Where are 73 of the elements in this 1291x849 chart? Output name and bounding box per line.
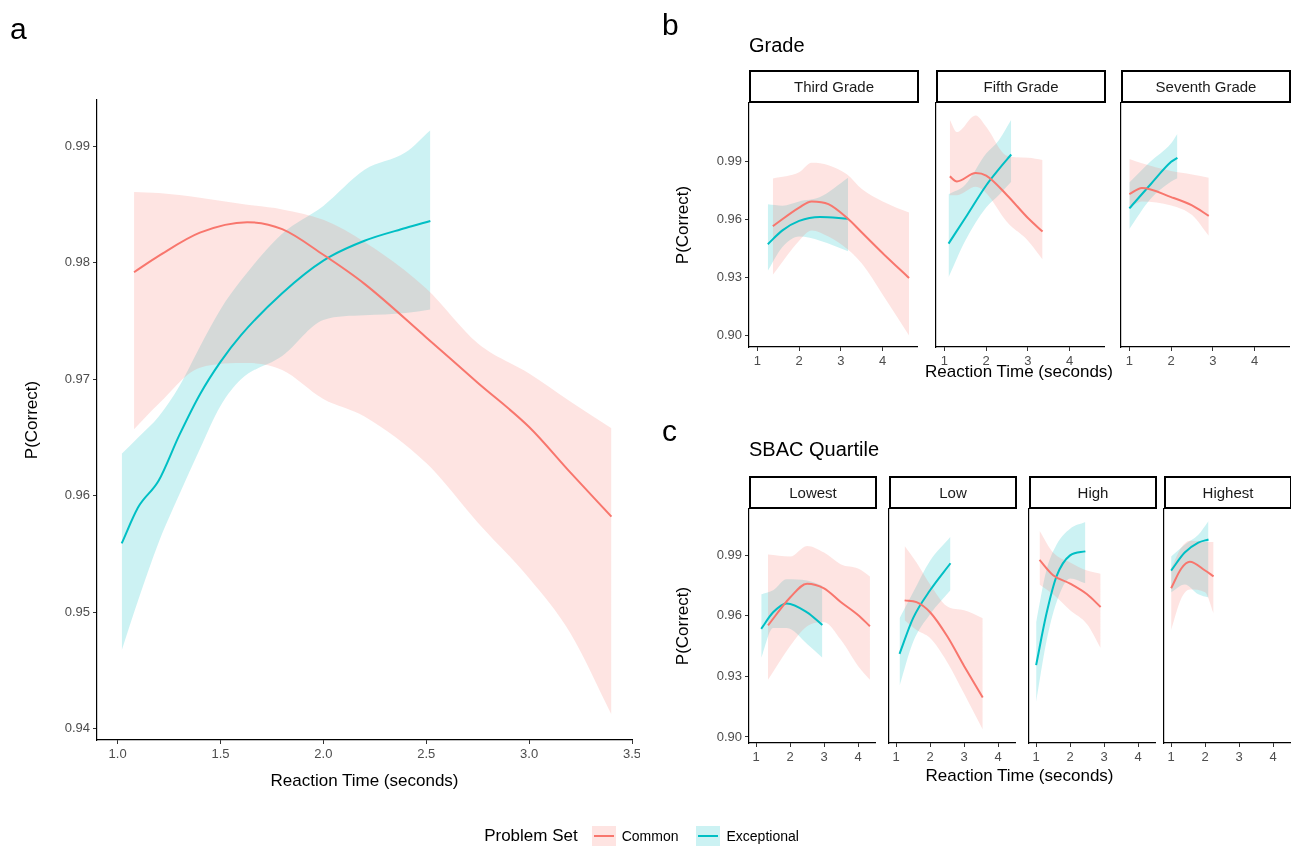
x-tick-label: 2 [926,749,934,765]
y-tick-label: 0.90 [716,728,742,744]
x-tick-label: 2 [786,749,794,765]
line-series [766,216,850,246]
y-axis-title: P(Correct) [21,380,41,460]
line-series [760,602,824,630]
x-tick-label: 2 [1167,353,1175,369]
line-series [120,220,432,545]
x-tick-label: 3 [820,749,828,765]
x-tick-label: 3 [1024,353,1032,369]
line-series [771,200,911,280]
x-tick-label: 2.5 [417,746,436,762]
text: c [662,414,677,448]
chart-title: Third Grade [749,70,919,103]
legend-title: Problem Set [484,826,578,846]
text: Grade [749,34,805,57]
y-tick-label: 0.99 [716,546,742,562]
x-tick-label: 4 [1066,353,1074,369]
y-axis-title: P(Correct) [672,185,692,265]
y-tick-label: 0.98 [64,254,90,270]
y-tick-label: 0.94 [64,719,90,735]
x-tick-label: 1 [892,749,900,765]
y-axis-title: P(Correct) [672,586,692,666]
y-tick-label: 0.97 [64,370,90,386]
x-tick-label: 2 [982,353,990,369]
y-tick-label: 0.95 [64,603,90,619]
text: SBAC Quartile [749,438,880,461]
x-tick-label: 4 [994,749,1002,765]
text: a [10,12,27,46]
chart-title: Fifth Grade [936,70,1106,103]
x-tick-label: 3.0 [520,746,539,762]
y-tick-label: 0.93 [716,668,742,684]
legend-label: Exceptional [726,828,799,844]
legend-label: Common [621,828,679,844]
x-tick-label: 2.0 [314,746,333,762]
x-tick-label: 1.5 [211,746,230,762]
x-tick-label: 2 [1201,749,1209,765]
x-tick-label: 1 [1167,749,1175,765]
x-axis-title: Reaction Time (seconds) [924,766,1115,786]
x-tick-label: 4 [1251,353,1259,369]
x-tick-label: 1 [753,353,761,369]
y-tick-label: 0.96 [64,487,90,503]
x-tick-label: 4 [854,749,862,765]
chart-title: Low [889,476,1017,509]
x-tick-label: 2 [795,353,803,369]
x-tick-label: 3 [1209,353,1217,369]
x-tick-label: 3 [960,749,968,765]
x-tick-label: 3 [1100,749,1108,765]
chart-title: Lowest [749,476,877,509]
y-tick-label: 0.96 [716,607,742,623]
x-tick-label: 1.0 [108,746,127,762]
y-tick-label: 0.96 [716,210,742,226]
chart-title: Highest [1164,476,1291,509]
x-tick-label: 1 [1032,749,1040,765]
y-tick-label: 0.99 [716,152,742,168]
x-tick-label: 4 [1269,749,1277,765]
x-tick-label: 4 [1134,749,1142,765]
x-tick-label: 2 [1066,749,1074,765]
chart-title: High [1029,476,1157,509]
x-axis-title: Reaction Time (seconds) [270,771,459,791]
line-series [133,221,613,518]
x-tick-label: 3 [1235,749,1243,765]
x-tick-label: 4 [879,353,887,369]
x-tick-label: 3 [837,353,845,369]
x-tick-label: 1 [1125,353,1133,369]
y-tick-label: 0.90 [716,326,742,342]
x-tick-label: 3.5 [622,746,642,762]
y-tick-label: 0.93 [716,268,742,284]
chart-title: Seventh Grade [1121,70,1291,103]
text: b [662,8,679,42]
x-tick-label: 1 [752,749,760,765]
line-series [767,582,871,628]
y-tick-label: 0.99 [64,138,90,154]
